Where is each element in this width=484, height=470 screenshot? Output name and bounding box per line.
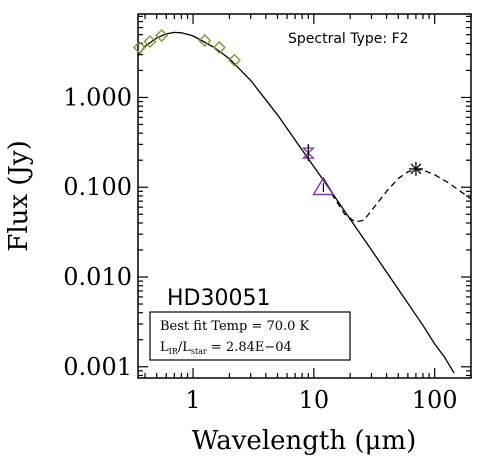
iras-hourglass-point [301, 147, 315, 159]
star-name-label: HD30051 [167, 286, 270, 311]
dust-model-curve [330, 168, 471, 223]
data-markers [132, 28, 423, 196]
x-axis-title: Wavelength (μm) [192, 426, 416, 456]
model-curves [138, 31, 471, 374]
photometry-diamond [155, 28, 169, 42]
upper-limit-triangle [312, 176, 335, 196]
far-ir-asterisk [410, 163, 422, 175]
axis-tick-labels: 1 10 100 1.000 0.100 0.010 0.001 [63, 83, 457, 414]
axis-ticks [138, 14, 472, 378]
y-tick-label: 0.001 [63, 353, 132, 381]
photometry-diamond [212, 41, 226, 54]
luminosity-ratio-label: LIR/Lstar = 2.84E−04 [160, 340, 292, 356]
photometry-diamond [198, 34, 212, 48]
y-tick-label: 0.010 [63, 263, 132, 291]
spectral-type-label: Spectral Type: F2 [288, 31, 409, 47]
photometry-diamond [132, 41, 146, 54]
y-tick-label: 1.000 [63, 83, 132, 111]
y-axis-title: Flux (Jy) [4, 140, 34, 251]
photometry-diamond [143, 34, 157, 48]
photometry-diamond [227, 53, 241, 67]
fit-info-box [149, 311, 351, 361]
x-tick-label: 1 [185, 386, 200, 414]
y-tick-label: 0.100 [63, 173, 132, 201]
x-tick-label: 10 [299, 386, 330, 414]
fit-temp-label: Best fit Temp = 70.0 K [160, 319, 310, 334]
x-tick-label: 100 [412, 386, 458, 414]
photosphere-curve [138, 31, 455, 374]
